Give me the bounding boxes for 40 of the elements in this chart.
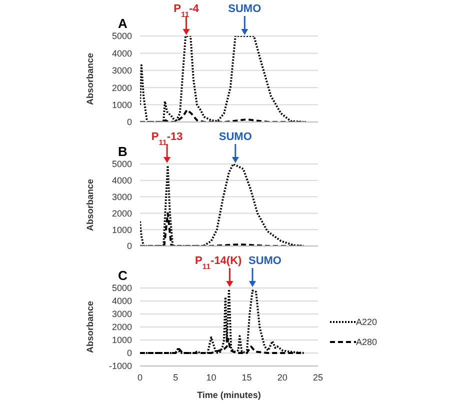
- y-axis-title: Absorbance: [85, 300, 96, 354]
- y-tick-label: 3000: [112, 309, 132, 320]
- y-tick-label: 3000: [112, 192, 132, 202]
- y-tick-label: 5000: [112, 31, 132, 42]
- chart-title: A: [118, 16, 128, 31]
- annotation: SUMO: [248, 255, 282, 267]
- x-tick-label: 0: [137, 372, 143, 382]
- y-tick-label: 1000: [112, 335, 132, 346]
- legend-label: A280: [356, 337, 378, 347]
- y-tick-label: 0: [126, 348, 132, 358]
- y-tick-label: 4000: [112, 48, 132, 58]
- y-tick-label: 2000: [112, 82, 132, 93]
- annotation: P$_{11}$-13: [151, 131, 183, 146]
- y-tick-label: 2000: [112, 322, 132, 332]
- chart-title: B: [118, 144, 128, 159]
- chart-title: C: [118, 268, 128, 283]
- y-tick-label: -1000: [108, 361, 132, 372]
- annotation: SUMO: [228, 3, 262, 15]
- x-tick-label: 5: [173, 372, 178, 382]
- y-tick-label: 4000: [112, 176, 132, 186]
- x-axis-title: Time (minutes): [197, 390, 261, 400]
- x-tick-label: 25: [312, 372, 324, 382]
- y-tick-label: 5000: [112, 283, 132, 294]
- y-tick-label: 1000: [112, 224, 132, 235]
- annotation: SUMO: [218, 131, 252, 143]
- x-tick-label: 15: [242, 372, 252, 382]
- y-axis-title: Absorbance: [85, 52, 96, 106]
- annotation: P$_{11}$-14(K): [195, 255, 242, 270]
- y-tick-label: 0: [126, 117, 132, 128]
- y-tick-label: 1000: [112, 100, 132, 110]
- legend-label: A220: [356, 317, 378, 327]
- y-tick-label: 0: [126, 241, 132, 252]
- annotation: P$_{11}$-4: [174, 3, 200, 18]
- x-tick-label: 10: [206, 372, 216, 382]
- y-tick-label: 4000: [112, 296, 132, 306]
- y-tick-label: 5000: [112, 159, 132, 170]
- y-tick-label: 2000: [112, 208, 132, 218]
- y-axis-title: Absorbance: [85, 178, 96, 232]
- y-tick-label: 3000: [112, 66, 132, 76]
- x-tick-label: 20: [277, 372, 288, 382]
